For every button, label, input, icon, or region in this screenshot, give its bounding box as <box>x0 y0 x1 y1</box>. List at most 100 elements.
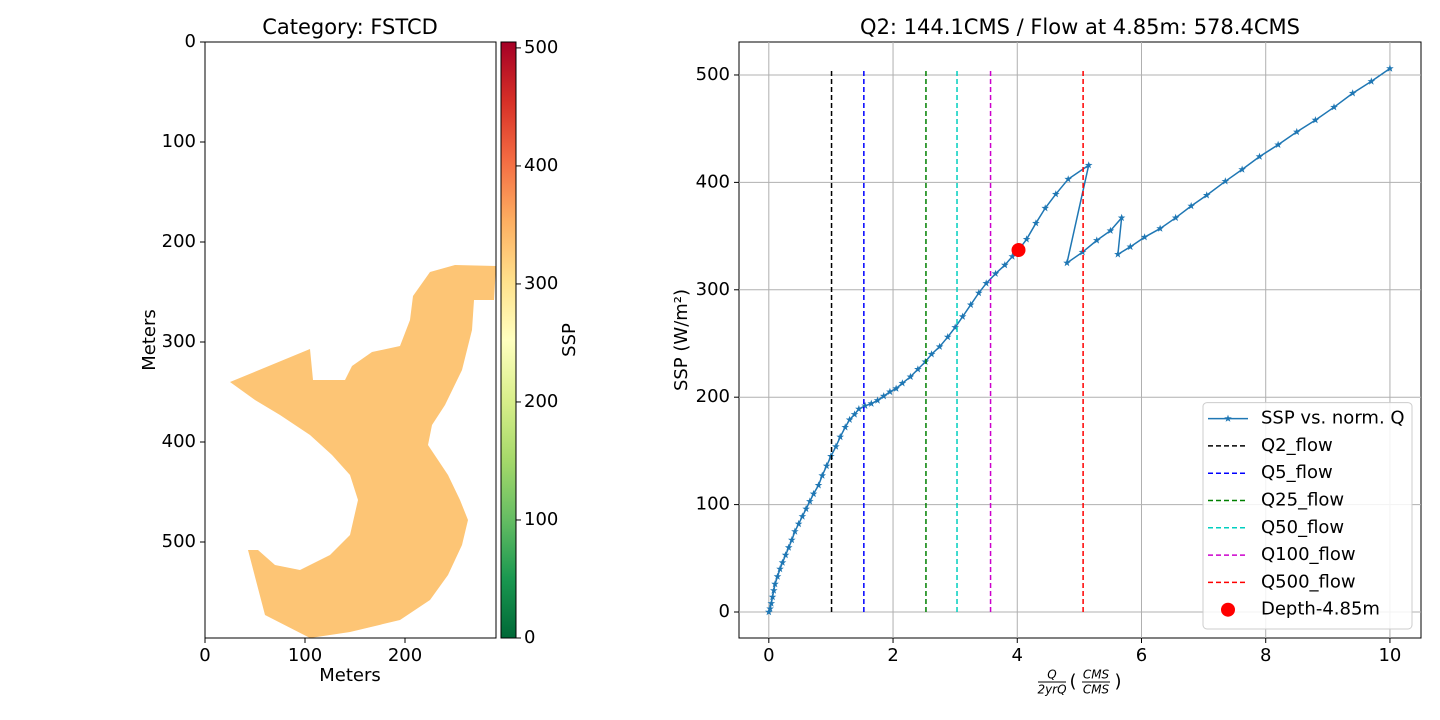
x-label-numerator: Q <box>1047 668 1056 682</box>
x-tick-label: 4 <box>1012 645 1023 666</box>
colorbar-label: SSP <box>559 323 580 357</box>
y-tick-label: 300 <box>696 279 730 300</box>
star-marker <box>867 399 876 407</box>
star-marker <box>1064 175 1072 183</box>
colorbar <box>500 41 517 639</box>
legend-swatch <box>1224 414 1232 422</box>
x-tick-label: 0 <box>199 645 210 666</box>
star-marker <box>1022 235 1031 243</box>
y-tick-label: 0 <box>185 31 196 52</box>
star-marker <box>927 350 936 358</box>
star-marker <box>1001 261 1009 269</box>
star-marker <box>850 410 859 418</box>
star-marker <box>1008 252 1017 260</box>
star-marker <box>794 519 803 528</box>
x-tick-label: 8 <box>1260 645 1271 666</box>
colorbar-tick-label: 400 <box>524 155 558 176</box>
star-marker <box>771 580 779 588</box>
star-marker <box>861 401 869 409</box>
star-marker <box>892 384 900 392</box>
star-marker <box>781 551 790 559</box>
paren: ( <box>1069 671 1076 692</box>
colorbar-tick-label: 100 <box>524 509 558 530</box>
star-marker <box>1386 64 1394 72</box>
star-marker <box>1255 152 1264 160</box>
legend-label: Q50_flow <box>1261 517 1344 538</box>
x-axis-label: Meters <box>319 665 381 686</box>
y-axis-label: SSP (W/m²) <box>671 289 692 391</box>
star-marker <box>832 442 840 450</box>
highlight-point <box>1011 243 1026 258</box>
y-tick-label: 100 <box>162 131 196 152</box>
star-marker <box>773 572 782 580</box>
y-tick-label: 100 <box>696 494 730 515</box>
legend-label: Q100_flow <box>1261 544 1356 565</box>
legend-label: Depth-4.85m <box>1261 599 1380 620</box>
region-shape <box>230 265 496 638</box>
star-marker <box>1041 204 1049 212</box>
star-marker <box>1156 224 1164 232</box>
y-tick-label: 500 <box>162 531 196 552</box>
x-tick-label: 6 <box>1136 645 1147 666</box>
star-marker <box>809 489 818 498</box>
star-marker <box>765 608 773 616</box>
x-label-unit-denominator: CMS <box>1083 683 1110 697</box>
star-marker <box>845 415 854 423</box>
star-marker <box>958 312 967 320</box>
y-axis-label: Meters <box>139 309 160 371</box>
star-marker <box>841 423 849 431</box>
right-axes-frame <box>738 41 1422 639</box>
x-tick-label: 100 <box>288 645 322 666</box>
star-marker <box>873 396 882 404</box>
star-marker <box>776 565 784 573</box>
star-marker <box>982 279 990 287</box>
star-marker <box>951 323 959 331</box>
star-marker <box>879 392 888 400</box>
star-marker <box>1238 165 1246 173</box>
chart-title: Category: FSTCD <box>262 15 438 39</box>
legend-label: Q25_flow <box>1261 490 1344 511</box>
star-marker <box>943 333 952 341</box>
star-marker <box>1221 177 1230 185</box>
star-marker <box>784 543 793 551</box>
star-marker <box>906 372 915 380</box>
star-marker <box>806 497 814 505</box>
star-marker <box>1330 103 1338 111</box>
star-marker <box>1348 89 1357 97</box>
star-marker <box>818 471 826 479</box>
star-marker <box>791 527 799 535</box>
star-marker <box>898 379 907 387</box>
star-marker <box>768 593 777 601</box>
legend-label: Q500_flow <box>1261 571 1356 592</box>
star-marker <box>975 289 983 297</box>
star-marker <box>767 599 776 607</box>
star-marker <box>886 387 894 396</box>
star-marker <box>1063 258 1071 267</box>
star-marker <box>1052 190 1060 198</box>
star-marker <box>966 300 975 309</box>
y-tick-label: 500 <box>696 64 730 85</box>
star-marker <box>822 461 831 470</box>
y-tick-label: 300 <box>162 331 196 352</box>
star-marker <box>1106 226 1115 234</box>
y-tick-label: 400 <box>696 171 730 192</box>
star-marker <box>914 365 922 373</box>
star-marker <box>1114 250 1122 258</box>
legend-label: Q2_flow <box>1261 435 1333 456</box>
star-marker <box>1187 202 1195 210</box>
colorbar-tick-label: 500 <box>524 37 558 58</box>
star-marker <box>788 536 796 544</box>
star-marker <box>1293 127 1301 136</box>
x-tick-label: 0 <box>763 645 774 666</box>
star-marker <box>814 481 823 489</box>
star-marker <box>1202 191 1211 199</box>
star-marker <box>991 269 1000 277</box>
paren: ) <box>1114 671 1121 692</box>
star-marker <box>935 342 944 350</box>
star-marker <box>1140 233 1149 241</box>
star-marker <box>836 432 844 441</box>
star-marker <box>1311 116 1320 124</box>
star-marker <box>1117 213 1126 222</box>
x-tick-label: 2 <box>887 645 898 666</box>
